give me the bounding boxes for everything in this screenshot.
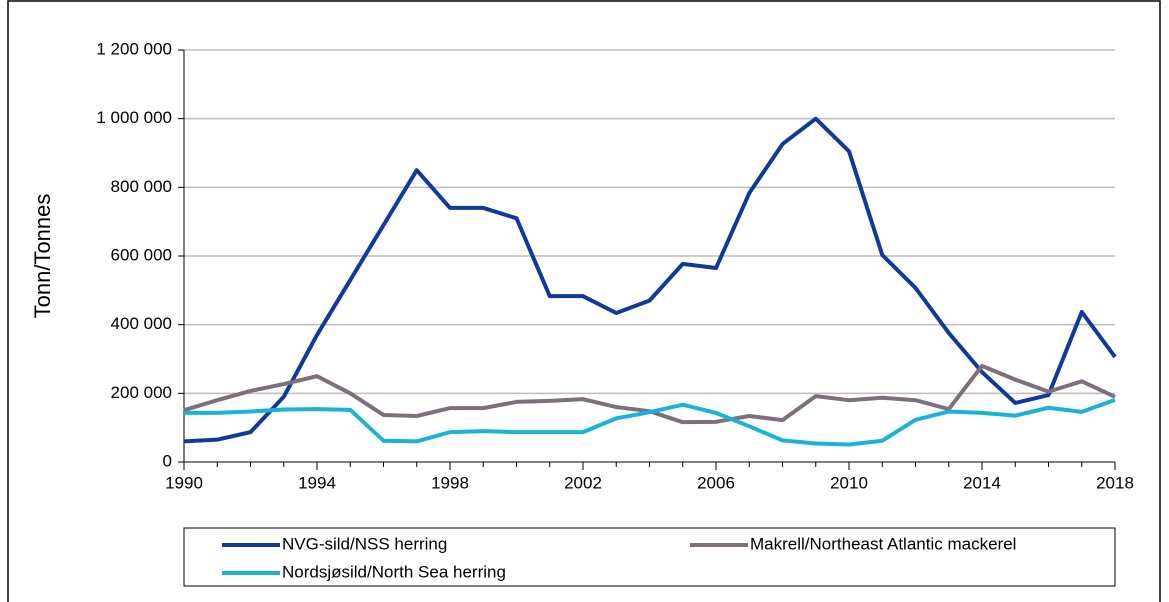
legend-label: NVG-sild/NSS herring [282, 534, 447, 553]
y-tick-label: 200 000 [111, 383, 172, 402]
x-tick-label: 1994 [298, 473, 336, 492]
series-line [184, 397, 1116, 447]
frame [7, 0, 1161, 602]
x-tick-label: 1998 [431, 473, 469, 492]
y-tick-label: 800 000 [111, 177, 172, 196]
legend-label: Makrell/Northeast Atlantic mackerel [750, 534, 1016, 553]
legend [183, 527, 1116, 587]
y-tick-label: 600 000 [111, 245, 172, 264]
y-axis-label: Tonn/Tonnes [30, 194, 55, 319]
x-tick-label: 2018 [1096, 473, 1134, 492]
legend-label: Nordsjøsild/North Sea herring [282, 562, 506, 581]
y-tick-label: 0 [163, 451, 172, 470]
x-tick-label: 2014 [963, 473, 1001, 492]
x-tick-label: 2002 [564, 473, 602, 492]
x-tick-label: 1990 [165, 473, 203, 492]
series-line [183, 116, 1117, 444]
y-tick-label: 1 000 000 [96, 108, 172, 127]
y-tick-label: 1 200 000 [96, 39, 172, 58]
x-tick-label: 2006 [697, 473, 735, 492]
y-tick-label: 400 000 [111, 314, 172, 333]
x-tick-label: 2010 [830, 473, 868, 492]
